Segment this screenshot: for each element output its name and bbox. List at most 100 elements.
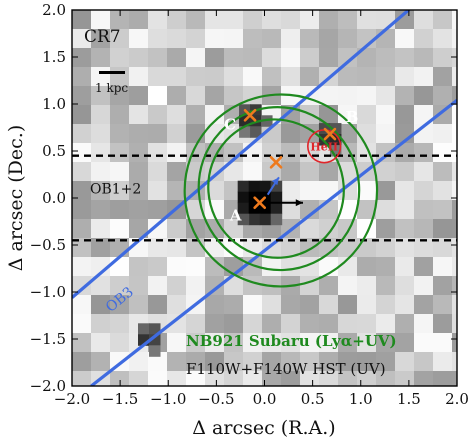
noise-pixel <box>167 257 187 277</box>
emission-pixel <box>149 345 161 357</box>
noise-pixel <box>91 29 111 49</box>
noise-pixel <box>72 314 92 334</box>
emission-pixel <box>261 115 273 127</box>
noise-pixel <box>433 314 453 334</box>
noise-pixel <box>376 352 396 372</box>
noise-pixel <box>414 371 434 386</box>
y-tick-label: −2.0 <box>30 377 66 395</box>
noise-pixel <box>129 352 149 372</box>
noise-pixel <box>110 219 130 239</box>
offset-arrow-head <box>271 177 279 186</box>
noise-pixel <box>186 67 206 87</box>
noise-pixel <box>433 295 453 315</box>
noise-pixel <box>452 219 457 239</box>
noise-pixel <box>148 86 168 106</box>
noise-pixel <box>433 238 453 258</box>
noise-pixel <box>129 29 149 49</box>
noise-pixel <box>205 257 225 277</box>
noise-pixel <box>281 48 301 68</box>
noise-pixel <box>72 162 92 182</box>
ob12-label: OB1+2 <box>90 181 141 197</box>
noise-pixel <box>243 29 263 49</box>
noise-pixel <box>357 276 377 296</box>
noise-pixel <box>91 86 111 106</box>
noise-pixel <box>205 124 225 144</box>
noise-pixel <box>243 333 263 353</box>
noise-pixel <box>357 200 377 220</box>
noise-pixel <box>414 314 434 334</box>
noise-pixel <box>205 86 225 106</box>
noise-pixel <box>357 352 377 372</box>
noise-pixel <box>357 295 377 315</box>
noise-pixel <box>186 48 206 68</box>
noise-pixel <box>186 314 206 334</box>
noise-pixel <box>72 333 92 353</box>
clump-label-b: B <box>346 108 359 126</box>
x-tick-label: −2.0 <box>54 390 90 408</box>
noise-pixel <box>167 67 187 87</box>
noise-pixel <box>281 295 301 315</box>
emission-pixel <box>270 180 283 193</box>
noise-pixel <box>376 29 396 49</box>
emission-pixel <box>237 202 250 215</box>
noise-pixel <box>167 48 187 68</box>
east-arrow-head <box>295 199 303 207</box>
noise-pixel <box>376 162 396 182</box>
noise-pixel <box>129 371 149 386</box>
noise-pixel <box>338 314 358 334</box>
noise-pixel <box>148 295 168 315</box>
noise-pixel <box>129 257 149 277</box>
noise-pixel <box>281 314 301 334</box>
noise-pixel <box>205 105 225 125</box>
noise-pixel <box>395 200 415 220</box>
noise-pixel <box>395 352 415 372</box>
noise-pixel <box>414 200 434 220</box>
lya-contour-0 <box>207 118 345 259</box>
noise-pixel <box>186 333 206 353</box>
x-tick-label: 2.0 <box>445 390 469 408</box>
noise-pixel <box>129 105 149 125</box>
noise-pixel <box>148 238 168 258</box>
legend-hst: F110W+F140W HST (UV) <box>186 360 386 378</box>
noise-pixel <box>414 10 434 30</box>
scale-bar-label: 1 kpc <box>95 81 128 95</box>
noise-pixel <box>395 371 415 386</box>
noise-pixel <box>452 276 457 296</box>
noise-pixel <box>452 86 457 106</box>
noise-pixel <box>376 238 396 258</box>
noise-pixel <box>376 10 396 30</box>
x-tick-label: 0.5 <box>301 390 325 408</box>
noise-pixel <box>72 105 92 125</box>
noise-pixel <box>205 371 225 386</box>
noise-pixel <box>129 48 149 68</box>
noise-pixel <box>148 219 168 239</box>
noise-pixel <box>72 143 92 163</box>
noise-pixel <box>452 124 457 144</box>
noise-pixel <box>319 352 339 372</box>
noise-pixel <box>300 371 320 386</box>
emission-pixel <box>259 213 272 226</box>
noise-pixel <box>262 371 282 386</box>
noise-pixel <box>300 29 320 49</box>
noise-pixel <box>433 352 453 372</box>
noise-pixel <box>262 162 282 182</box>
noise-pixel <box>395 143 415 163</box>
noise-pixel <box>167 143 187 163</box>
noise-pixel <box>167 10 187 30</box>
noise-pixel <box>319 295 339 315</box>
lya-contour-2 <box>183 93 379 288</box>
noise-pixel <box>224 333 244 353</box>
noise-pixel <box>91 143 111 163</box>
noise-pixel <box>205 181 225 201</box>
noise-pixel <box>167 219 187 239</box>
noise-pixel <box>452 314 457 334</box>
noise-pixel <box>395 314 415 334</box>
noise-pixel <box>186 352 206 372</box>
noise-pixel <box>338 219 358 239</box>
noise-pixel <box>72 219 92 239</box>
noise-pixel <box>300 67 320 87</box>
noise-pixel <box>129 219 149 239</box>
noise-pixel <box>452 10 457 30</box>
noise-pixel <box>376 143 396 163</box>
